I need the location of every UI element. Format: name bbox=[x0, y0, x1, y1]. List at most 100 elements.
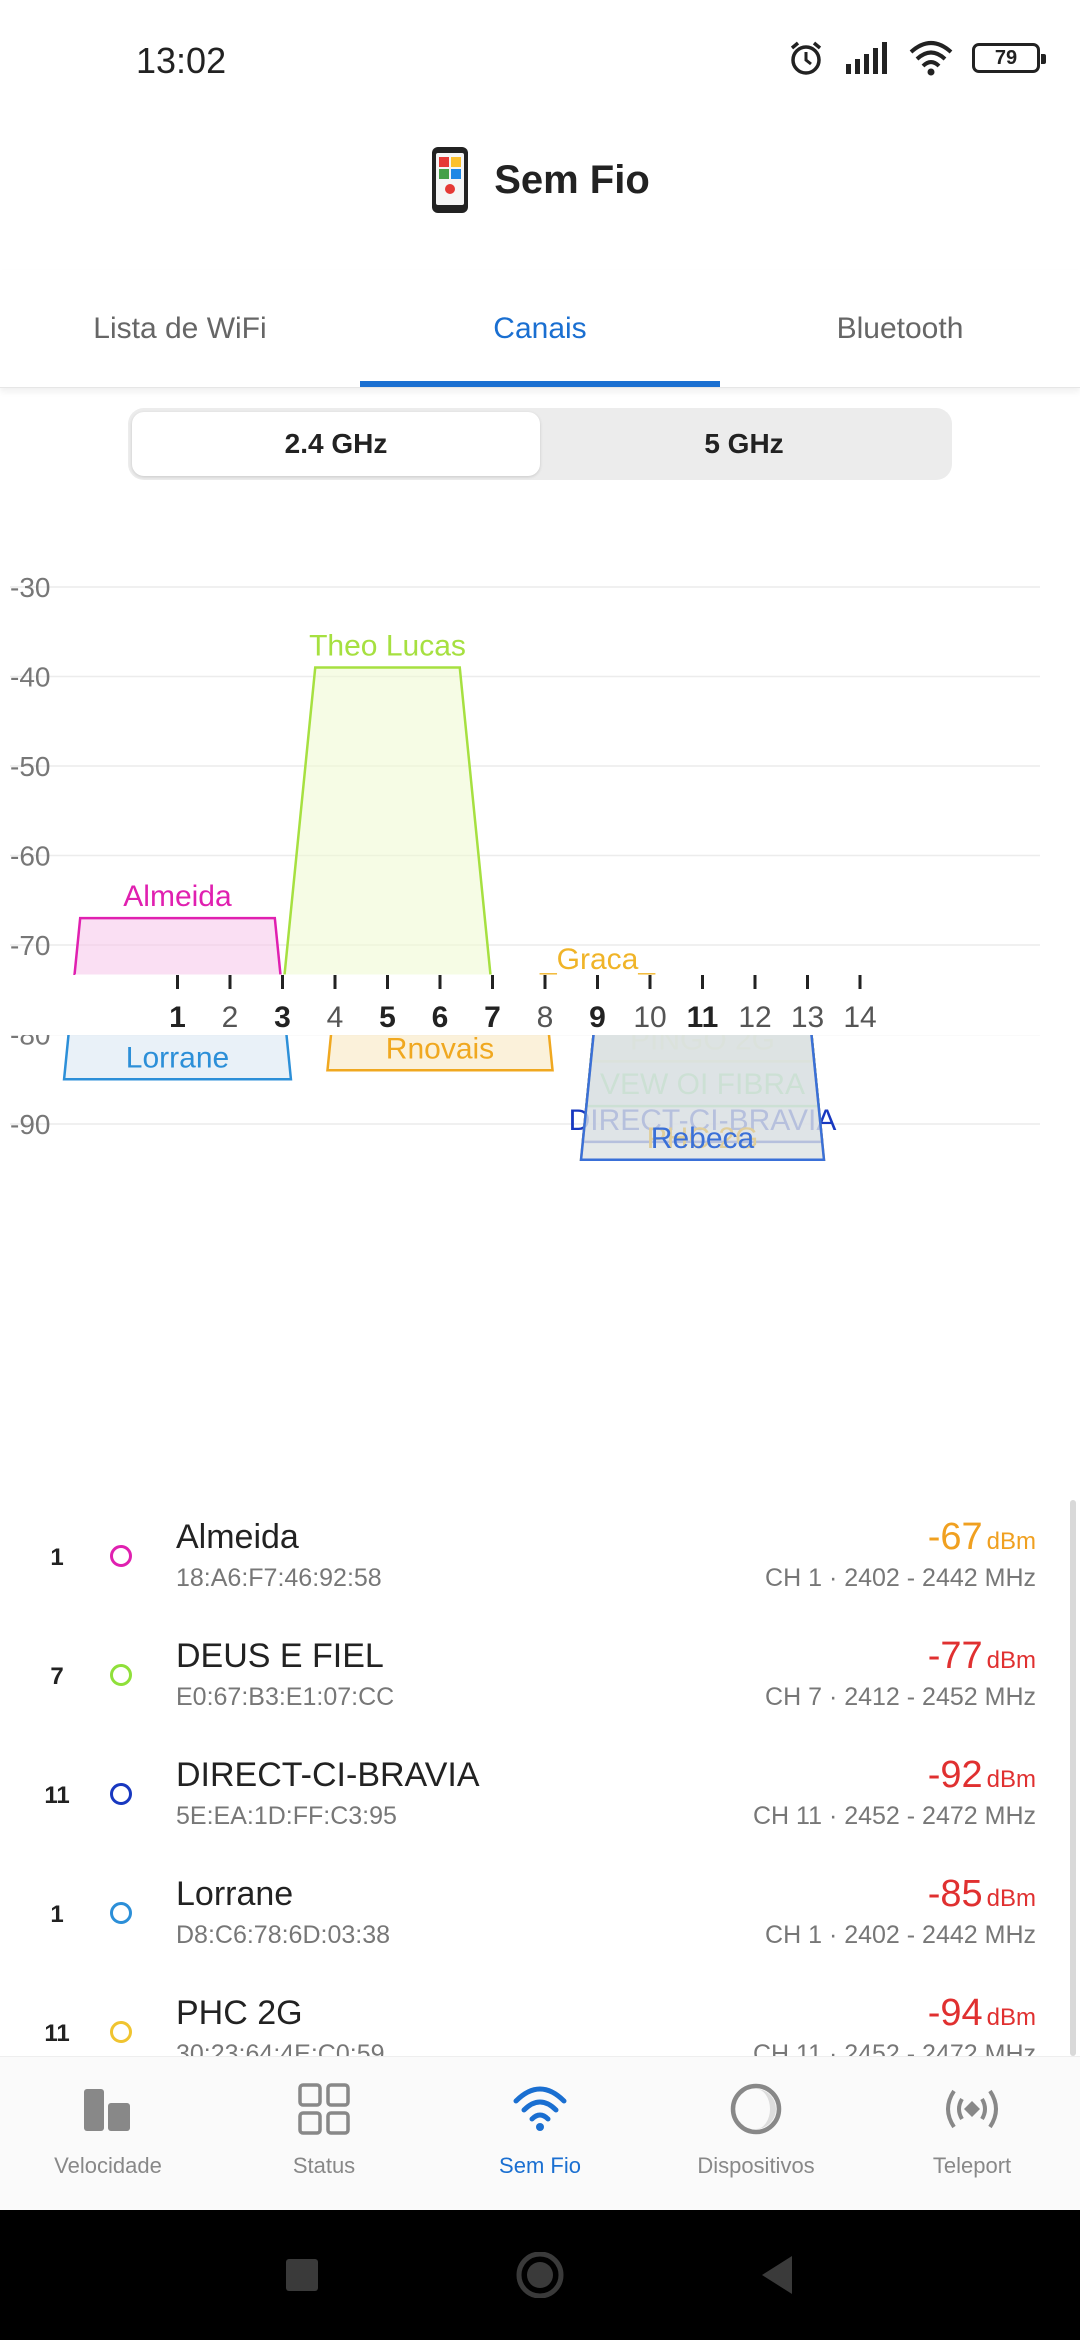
system-nav-bar bbox=[0, 2210, 1080, 2340]
list-item-channel: 1 bbox=[50, 1544, 64, 1571]
y-tick-label: -40 bbox=[10, 662, 50, 693]
signal-value: -67 bbox=[927, 1516, 983, 1558]
y-tick-label: -90 bbox=[10, 1109, 50, 1140]
x-tick-label: 10 bbox=[633, 1001, 666, 1034]
list-item-channel: 1 bbox=[50, 1901, 64, 1928]
nav-label: Velocidade bbox=[54, 2153, 162, 2178]
list-item[interactable]: 11 PHC 2G 30:23:64:4E:C0:59 -94 dBm CH 11… bbox=[0, 1976, 1080, 2056]
network-color-circle bbox=[110, 1664, 132, 1686]
channel-chart: -30-40-50-60-70-80-90LorraneSoaresAlmeid… bbox=[0, 540, 1080, 1520]
list-item-mac: E0:67:B3:E1:07:CC bbox=[176, 1683, 395, 1711]
signal-unit: dBm bbox=[986, 1528, 1036, 1555]
band-selector: 2.4 GHz 5 GHz bbox=[128, 408, 952, 480]
list-item-mac: D8:C6:78:6D:03:38 bbox=[176, 1921, 391, 1949]
x-tick-label: 9 bbox=[589, 1001, 606, 1034]
recents-icon[interactable] bbox=[282, 2252, 322, 2298]
cell-signal-icon bbox=[846, 42, 887, 74]
list-item-channel: 11 bbox=[44, 1782, 70, 1809]
list-item-signal: -77 dBm bbox=[928, 1635, 1036, 1678]
network-label: Rebeca bbox=[651, 1122, 755, 1155]
list-item-signal: -67 dBm bbox=[928, 1516, 1036, 1559]
list-item[interactable]: 1 Almeida 18:A6:F7:46:92:58 -67 dBm CH 1 … bbox=[0, 1500, 1080, 1619]
network-band-shape bbox=[281, 666, 494, 997]
x-tick-label: 14 bbox=[843, 1001, 876, 1034]
list-item-name: DIRECT-CI-BRAVIA bbox=[176, 1756, 480, 1794]
nav-label: Sem Fio bbox=[499, 2153, 581, 2178]
status-icons: 79 bbox=[786, 38, 1046, 78]
teleport-icon bbox=[946, 2089, 998, 2129]
list-item-name: DEUS E FIEL bbox=[176, 1637, 384, 1675]
battery-indicator: 79 bbox=[972, 43, 1046, 73]
nav-status[interactable]: Status bbox=[216, 2057, 432, 2210]
y-tick-label: -60 bbox=[10, 841, 50, 872]
x-tick-label: 5 bbox=[379, 1001, 396, 1034]
list-item-signal: -85 dBm bbox=[928, 1873, 1036, 1916]
signal-value: -94 bbox=[927, 1992, 983, 2034]
nav-teleport[interactable]: Teleport bbox=[864, 2057, 1080, 2210]
page-title: Sem Fio bbox=[494, 157, 650, 202]
status-time: 13:02 bbox=[136, 40, 227, 81]
x-tick-label: 2 bbox=[222, 1001, 239, 1034]
network-label: Theo Lucas bbox=[309, 630, 466, 663]
band-5ghz-button[interactable]: 5 GHz bbox=[704, 428, 784, 459]
list-item[interactable]: 11 DIRECT-CI-BRAVIA 5E:EA:1D:FF:C3:95 -9… bbox=[0, 1738, 1080, 1857]
list-item-mac: 18:A6:F7:46:92:58 bbox=[176, 1564, 382, 1592]
nav-wireless[interactable]: Sem Fio bbox=[432, 2057, 648, 2210]
list-item-name: PHC 2G bbox=[176, 1994, 303, 2032]
x-tick-label: 1 bbox=[169, 1001, 186, 1034]
app-logo-icon bbox=[432, 147, 469, 213]
list-item-info: CH 1 · 2402 - 2442 MHz bbox=[765, 1921, 1036, 1949]
list-scrollbar[interactable] bbox=[1070, 1500, 1076, 2056]
tab-bar: Lista de WiFi Canais Bluetooth bbox=[0, 270, 1080, 388]
network-label: _Graca_ bbox=[539, 943, 656, 976]
app-header: Sem Fio bbox=[0, 130, 1080, 230]
band-24ghz-button[interactable]: 2.4 GHz bbox=[132, 412, 540, 476]
list-item-signal: -94 dBm bbox=[928, 1992, 1036, 2035]
wifi-icon bbox=[513, 2086, 567, 2131]
list-item-info: CH 7 · 2412 - 2452 MHz bbox=[765, 1683, 1036, 1711]
tab-channels[interactable]: Canais bbox=[360, 270, 720, 387]
tab-bluetooth[interactable]: Bluetooth bbox=[836, 311, 964, 345]
list-item-name: Lorrane bbox=[176, 1875, 294, 1913]
list-item[interactable]: 7 DEUS E FIEL E0:67:B3:E1:07:CC -77 dBm C… bbox=[0, 1619, 1080, 1738]
signal-unit: dBm bbox=[986, 2004, 1036, 2031]
devices-icon bbox=[730, 2083, 782, 2135]
network-color-circle bbox=[110, 2021, 132, 2043]
nav-devices[interactable]: Dispositivos bbox=[648, 2057, 864, 2210]
x-tick-label: 13 bbox=[791, 1001, 824, 1034]
nav-label: Status bbox=[292, 2153, 356, 2178]
list-item[interactable]: 1 Lorrane D8:C6:78:6D:03:38 -85 dBm CH 1 … bbox=[0, 1857, 1080, 1976]
x-tick-label: 6 bbox=[432, 1001, 449, 1034]
signal-unit: dBm bbox=[986, 1647, 1036, 1674]
tab-wifi-list[interactable]: Lista de WiFi bbox=[93, 311, 267, 345]
x-tick-label: 11 bbox=[687, 1001, 719, 1034]
chart-baseline-mask bbox=[0, 975, 1080, 1035]
signal-value: -92 bbox=[927, 1754, 983, 1796]
list-item-mac: 5E:EA:1D:FF:C3:95 bbox=[176, 1802, 397, 1830]
list-item-info: CH 1 · 2402 - 2442 MHz bbox=[765, 1564, 1036, 1592]
list-item-mac: 30:23:64:4E:C0:59 bbox=[176, 2040, 385, 2056]
status-bar: 13:02 79 bbox=[0, 0, 1080, 120]
y-tick-label: -70 bbox=[10, 930, 50, 961]
x-tick-label: 3 bbox=[274, 1001, 291, 1034]
home-icon[interactable] bbox=[514, 2252, 566, 2298]
network-label: Rnovais bbox=[386, 1032, 494, 1065]
network-color-circle bbox=[110, 1902, 132, 1924]
grid-icon bbox=[298, 2083, 350, 2135]
list-item-channel: 11 bbox=[44, 2020, 70, 2047]
nav-speed[interactable]: Velocidade bbox=[0, 2057, 216, 2210]
y-tick-label: -30 bbox=[10, 572, 50, 603]
network-color-circle bbox=[110, 1545, 132, 1567]
signal-value: -85 bbox=[927, 1873, 983, 1915]
list-item-channel: 7 bbox=[50, 1663, 64, 1690]
x-tick-label: 8 bbox=[537, 1001, 554, 1034]
wifi-status-icon bbox=[909, 41, 953, 76]
alarm-icon bbox=[790, 41, 822, 75]
back-icon[interactable] bbox=[756, 2252, 796, 2298]
list-item-signal: -92 dBm bbox=[928, 1754, 1036, 1797]
network-label: Almeida bbox=[123, 880, 232, 913]
network-label: Lorrane bbox=[126, 1041, 229, 1074]
y-tick-label: -50 bbox=[10, 751, 50, 782]
nav-label: Dispositivos bbox=[697, 2153, 815, 2178]
list-item-info: CH 11 · 2452 - 2472 MHz bbox=[753, 1802, 1036, 1830]
